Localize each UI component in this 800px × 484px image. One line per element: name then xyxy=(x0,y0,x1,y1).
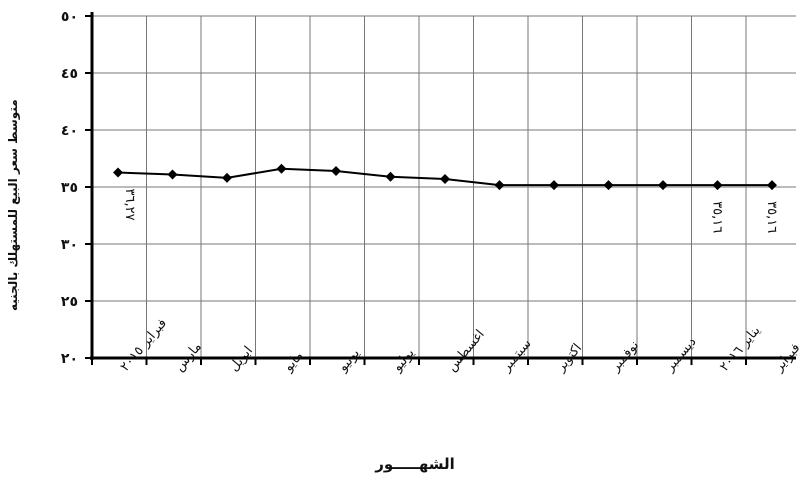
y-tick-label: ٢٥ xyxy=(61,294,78,310)
data-point-marker xyxy=(712,180,723,191)
x-tick-label: يناير ٢٠١٦ xyxy=(717,323,764,375)
x-axis-title: الشهـــــور xyxy=(375,455,455,473)
x-tick-label: يوليو xyxy=(389,346,417,376)
data-point-marker xyxy=(603,180,614,191)
data-point-marker xyxy=(222,172,232,183)
data-point-marker xyxy=(658,180,668,191)
x-tick-label: مايو xyxy=(280,349,306,376)
axes xyxy=(85,12,796,365)
y-tick-label: ٥٠ xyxy=(61,9,78,25)
x-tick-label: سبتمبر xyxy=(498,336,534,375)
data-point-marker xyxy=(385,171,396,182)
data-point-marker xyxy=(549,180,559,191)
x-tick-label: اغسطس xyxy=(445,327,488,374)
y-tick-label: ٤٠ xyxy=(61,123,78,139)
data-point-marker xyxy=(113,167,123,178)
series-line xyxy=(113,163,777,191)
y-tick-label: ٣٥ xyxy=(61,180,78,196)
data-label: ٣٥,١٦ xyxy=(710,201,725,233)
y-tick-label: ٤٥ xyxy=(61,66,78,82)
x-tick-label: فبراير ٢٠١٥ xyxy=(118,316,170,375)
y-tick-labels: ٢٠ ٢٥ ٣٠ ٣٥ ٤٠ ٤٥ ٥٠ xyxy=(61,9,78,367)
data-point-marker xyxy=(276,163,287,174)
data-label: ٣٦,٢٧ xyxy=(122,189,137,221)
x-tick-label: ديسمبر xyxy=(662,334,700,375)
data-point-marker xyxy=(167,169,178,180)
data-point-marker xyxy=(767,180,777,191)
data-point-marker xyxy=(331,166,341,177)
y-axis-title: متوسط سعر البيع للمستهلك بالجنيه xyxy=(6,99,20,311)
data-point-marker xyxy=(440,174,450,185)
data-annotations: ٣٦,٢٧ ٣٥,١٦ ٣٥,١٦ xyxy=(122,189,779,234)
data-label: ٣٥,١٦ xyxy=(764,201,779,233)
y-tick-label: ٣٠ xyxy=(61,237,78,253)
x-tick-label: يونيو xyxy=(335,346,363,376)
grid xyxy=(91,15,796,359)
data-point-marker xyxy=(494,180,505,191)
y-tick-label: ٢٠ xyxy=(61,351,78,367)
